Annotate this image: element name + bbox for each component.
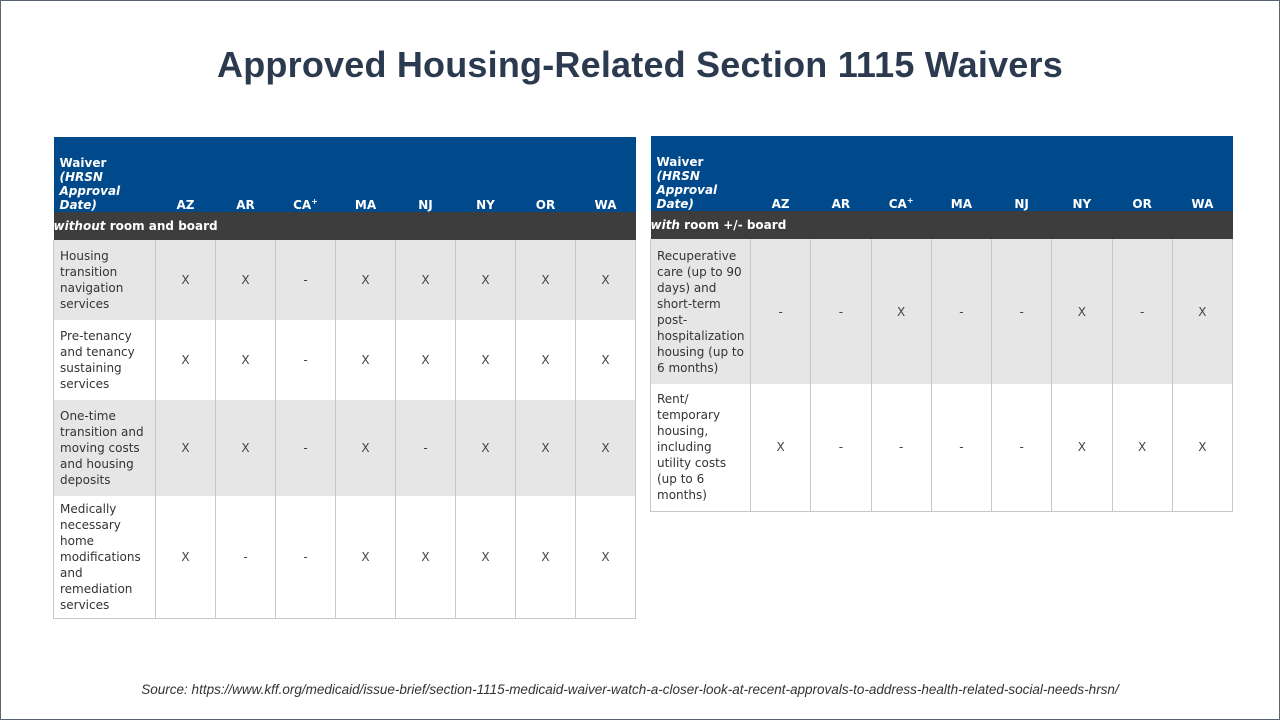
state-header-3: MA [335,137,396,212]
waiver-table-with-room-board: Waiver (HRSN Approval Date) AZ AR CA+ MA NJ N… [650,136,1234,512]
cell-ar: X [215,240,276,320]
cell-or: X [515,400,576,496]
cell-ny: X [455,320,516,400]
waiver-label: Rent/ temporary housing, including utili… [650,384,751,512]
cell-nj: - [991,384,1053,512]
state-header-0: AZ [750,136,811,211]
state-header-6: OR [1112,136,1173,211]
cell-ma: X [335,400,396,496]
state-header-6: OR [515,137,576,212]
cell-wa: X [1172,239,1234,384]
cell-nj: - [991,239,1053,384]
cell-or: X [515,320,576,400]
state-header-0: AZ [155,137,216,212]
section-header: with room +/- board [650,211,1233,239]
waiver-label: Recuperative care (up to 90 days) and sh… [650,239,751,384]
state-header-4: NJ [395,137,456,212]
cell-ca: - [275,400,336,496]
state-header-4: NJ [991,136,1052,211]
state-header-5: NY [455,137,516,212]
cell-or: X [515,240,576,320]
cell-ny: X [1051,384,1113,512]
state-header-7: WA [575,137,636,212]
table-row: Recuperative care (up to 90 days) and sh… [650,239,1234,384]
cell-ny: X [1051,239,1113,384]
cell-wa: X [575,400,636,496]
waiver-table-without-room-board: Waiver (HRSN Approval Date) AZ AR CA+ MA NJ N… [53,137,636,619]
cell-ca: - [275,240,336,320]
waiver-label: Housing transition navigation services [53,240,156,320]
table-row: Pre-tenancy and tenancy sustaining servi… [53,320,636,400]
cell-az: - [750,239,812,384]
slide-title: Approved Housing-Related Section 1115 Wa… [217,44,1063,85]
cell-ny: X [455,240,516,320]
state-header-2: CA+ [871,136,932,211]
cell-az: X [155,400,216,496]
cell-ar: X [215,320,276,400]
table-header-row: Waiver (HRSN Approval Date) AZ AR CA+ MA NJ N… [650,136,1233,211]
cell-or: X [1112,384,1173,512]
cell-ca: X [871,239,932,384]
cell-ny: X [455,400,516,496]
ca-marker: + [311,197,318,206]
state-header-1: AR [810,136,871,211]
cell-nj: X [395,320,456,400]
cell-wa: X [575,240,636,320]
cell-ar: - [810,384,872,512]
waiver-label: Medically necessary home modifications a… [53,496,156,619]
state-header-3: MA [931,136,992,211]
cell-wa: X [1172,384,1234,512]
cell-ma: - [931,239,993,384]
waiver-label: Pre-tenancy and tenancy sustaining servi… [53,320,156,400]
waiver-label: One-time transition and moving costs and… [53,400,156,496]
cell-or: - [1112,239,1173,384]
cell-ma: X [335,496,396,619]
cell-nj: X [395,240,456,320]
cell-ny: X [455,496,516,619]
cell-ar: - [215,496,276,619]
table-row: One-time transition and moving costs and… [53,400,636,496]
cell-ca: - [871,384,932,512]
ca-marker: + [906,196,914,205]
cell-nj: X [395,496,456,619]
table-header-row: Waiver (HRSN Approval Date) AZ AR CA+ MA NJ N… [53,137,636,212]
cell-ar: X [215,400,276,496]
table-row: Housing transition navigation services X X… [53,240,636,320]
state-header-5: NY [1051,136,1112,211]
cell-az: X [155,320,216,400]
cell-az: X [155,240,216,320]
cell-ma: X [335,320,396,400]
section-header: without room and board [53,212,636,240]
state-header-1: AR [215,137,276,212]
cell-az: X [750,384,812,512]
cell-wa: X [575,320,636,400]
cell-az: X [155,496,216,619]
source-citation: Source: https://www.kff.org/medicaid/iss… [141,682,1119,697]
cell-ma: - [931,384,993,512]
waiver-column-header: Waiver (HRSN Approval Date) [650,136,751,211]
cell-ar: - [810,239,872,384]
cell-ma: X [335,240,396,320]
cell-ca: - [275,320,336,400]
table-row: Rent/ temporary housing, including utili… [650,384,1234,512]
cell-or: X [515,496,576,619]
cell-ca: - [275,496,336,619]
state-header-2: CA+ [275,137,336,212]
waiver-column-header: Waiver (HRSN Approval Date) [53,137,156,212]
state-header-7: WA [1172,136,1233,211]
cell-nj: - [395,400,456,496]
table-row: Medically necessary home modifications a… [53,496,636,619]
cell-wa: X [575,496,636,619]
